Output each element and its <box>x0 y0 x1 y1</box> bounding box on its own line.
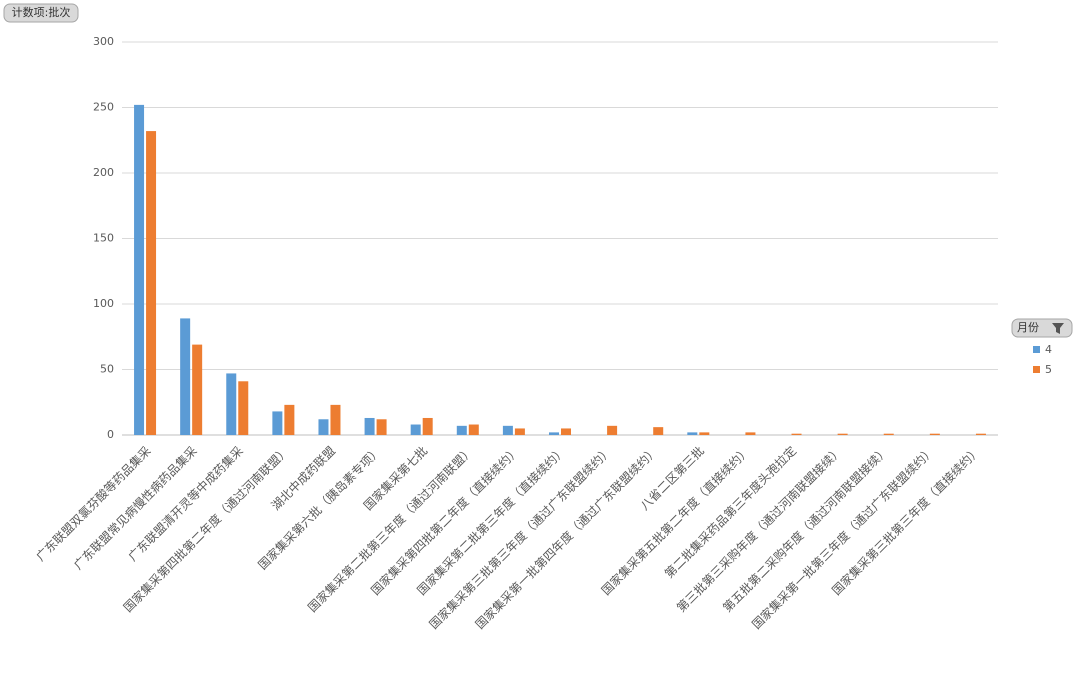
filter-icon[interactable] <box>1052 323 1064 334</box>
bar <box>883 433 894 435</box>
bar <box>837 433 848 435</box>
y-tick-label: 250 <box>93 101 114 114</box>
bar <box>653 427 664 435</box>
legend-label: 5 <box>1045 363 1052 376</box>
bar <box>561 428 571 435</box>
bar <box>330 404 341 435</box>
x-tick-label: 国家集采第二批第三年度（通过河南联盟） <box>305 443 477 615</box>
legend-label: 4 <box>1045 343 1052 356</box>
bar <box>745 432 756 435</box>
bar <box>687 432 698 435</box>
bar <box>284 404 295 435</box>
bar <box>456 425 467 435</box>
bar <box>238 381 249 435</box>
legend-swatch <box>1033 346 1040 353</box>
bar <box>180 318 191 435</box>
bar <box>468 424 479 435</box>
bar <box>146 131 157 435</box>
bar <box>422 417 433 435</box>
x-tick-label: 国家集采第四批第二年度（通过河南联盟） <box>120 443 292 615</box>
x-tick-label: 第五批第二采购年度（通过河南联盟接续） <box>719 443 891 615</box>
bar <box>975 433 986 435</box>
bar <box>514 428 525 435</box>
bar <box>376 419 387 435</box>
bar <box>410 424 421 435</box>
bar <box>607 425 618 435</box>
bar <box>791 433 802 435</box>
bar <box>929 433 940 435</box>
y-tick-label: 300 <box>93 35 114 48</box>
bar <box>272 411 283 435</box>
field-button-label[interactable]: 计数项:批次 <box>12 5 71 19</box>
y-tick-label: 50 <box>100 363 114 376</box>
legend-swatch <box>1033 366 1040 373</box>
y-tick-label: 0 <box>107 428 114 441</box>
bar <box>502 425 513 435</box>
x-tick-label: 第三批第三采购年度（通过河南联盟接续） <box>673 443 845 615</box>
bar <box>226 373 237 435</box>
bar <box>364 417 375 435</box>
field-button[interactable] <box>3 3 79 23</box>
legend-title[interactable]: 月份 <box>1017 321 1039 334</box>
bar <box>549 432 559 435</box>
bar <box>134 104 145 435</box>
bar <box>192 344 203 435</box>
y-tick-label: 100 <box>93 297 114 310</box>
y-tick-label: 150 <box>93 232 114 245</box>
y-tick-label: 200 <box>93 166 114 179</box>
bar <box>318 419 329 435</box>
bar <box>699 432 710 435</box>
